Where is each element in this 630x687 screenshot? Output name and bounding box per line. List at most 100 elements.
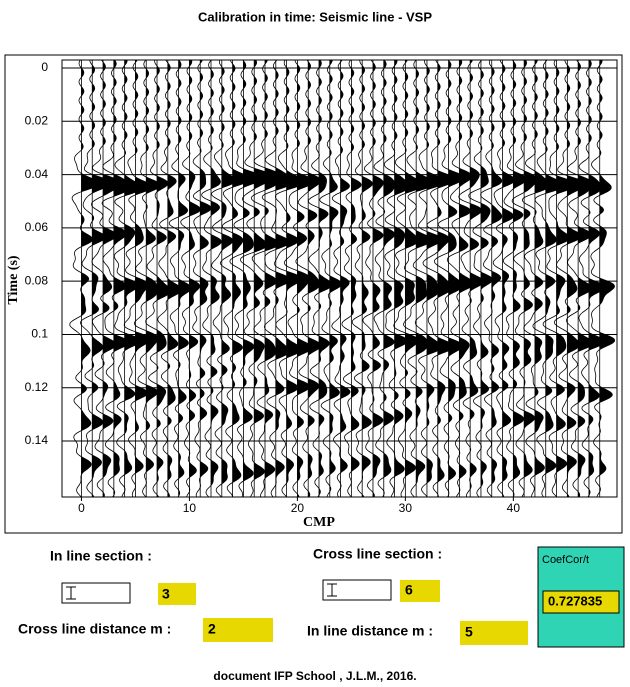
trace-wiggle (80, 59, 112, 498)
cross-line-slider[interactable] (322, 579, 392, 601)
trace-fill (221, 66, 236, 484)
in-line-value: 3 (162, 586, 170, 602)
trace-wiggle (521, 59, 550, 497)
trace-wiggle (180, 59, 201, 498)
y-tick-label: 0.08 (25, 273, 49, 287)
y-tick-label: 0.14 (25, 433, 49, 447)
in-line-section-label: In line section : (50, 548, 152, 564)
trace-wiggle (492, 59, 516, 498)
trace-fill (437, 60, 456, 497)
in-line-distance-label: In line distance m : (307, 623, 433, 639)
x-tick-label: 0 (78, 501, 85, 515)
slider-thumb (327, 583, 337, 597)
trace-wiggle (373, 59, 396, 498)
trace-fill (297, 64, 315, 497)
trace-wiggle (240, 59, 275, 498)
trace-wiggle (295, 59, 322, 498)
trace-fill (286, 67, 305, 497)
trace-fill (448, 60, 465, 496)
trace-wiggle (69, 59, 100, 498)
trace-wiggle (542, 59, 578, 498)
trace-wiggle (433, 59, 465, 498)
trace-wiggle (113, 59, 142, 498)
y-tick-label: 0 (41, 60, 48, 74)
trace-wiggle (123, 59, 153, 498)
y-tick-label: 0.04 (25, 167, 49, 181)
y-tick-label: 0.06 (25, 220, 49, 234)
trace-wiggle (229, 59, 264, 498)
trace-wiggle (201, 59, 222, 498)
trace-wiggle (211, 59, 236, 498)
trace-wiggle (90, 59, 121, 498)
in-line-slider[interactable] (61, 582, 131, 604)
plot-border (61, 59, 618, 498)
trace-wiggle (578, 59, 606, 498)
cross-line-distance-value: 2 (208, 621, 216, 637)
footer: document IFP School , J.L.M., 2016. (213, 669, 416, 683)
trace-fill (513, 61, 527, 497)
trace-fill (308, 60, 321, 497)
trace-wiggle (446, 59, 475, 498)
trace-wiggle (134, 59, 161, 498)
trace-wiggle (157, 59, 183, 498)
x-axis-label: CMP (303, 515, 335, 530)
trace-wiggle (532, 59, 566, 498)
cross-line-value-box (400, 580, 440, 602)
window-title: Calibration in time: Seismic line - VSP (198, 9, 432, 24)
x-tick-label: 20 (291, 501, 305, 515)
trace-wiggle (362, 59, 384, 498)
trace-fill (372, 60, 384, 497)
in-line-distance-value: 5 (465, 624, 473, 640)
coef-value-box (542, 590, 620, 614)
trace-wiggle (351, 60, 373, 498)
trace-wiggle (168, 59, 192, 498)
trace-fill (459, 60, 474, 492)
trace-wiggle (341, 59, 362, 498)
trace-fill (232, 63, 251, 483)
trace-wiggle (145, 59, 172, 498)
trace-fill (211, 60, 222, 497)
trace-fill (416, 69, 435, 484)
cross-line-distance-label: Cross line distance m : (18, 621, 171, 637)
trace-wiggle (331, 59, 351, 498)
trace-fill (351, 68, 362, 497)
trace-wiggle (412, 59, 447, 498)
x-tick-label: 10 (183, 501, 197, 515)
trace-fill (567, 60, 586, 497)
slider-thumb (66, 586, 76, 600)
trace-wiggle (101, 59, 130, 498)
trace-wiggle (511, 59, 537, 498)
trace-fill (157, 65, 171, 497)
coef-value: 0.727835 (548, 593, 602, 608)
trace-wiggle (480, 59, 503, 498)
cross-line-distance-input[interactable] (203, 618, 273, 642)
trace-wiggle (192, 59, 212, 498)
trace-fill (502, 60, 515, 497)
in-line-distance-input[interactable] (460, 621, 528, 645)
trace-fill (491, 67, 502, 497)
trace-wiggle (319, 60, 343, 498)
coef-label: CoefCor/t (542, 554, 589, 566)
trace-wiggle (566, 59, 594, 498)
trace-wiggle (307, 59, 333, 498)
plot-frame (4, 54, 623, 534)
trace-wiggle (553, 59, 587, 498)
trace-fill (178, 60, 192, 497)
y-tick-label: 0.02 (25, 113, 49, 127)
trace-fill (146, 60, 161, 497)
plot-area: 0 0.02 0.04 0.06 0.08 0.1 0.12 0.14 0 10 20 30 40 (25, 59, 618, 515)
y-axis-label: Time (s) (6, 255, 21, 304)
trace-fill (318, 60, 333, 496)
y-tick-label: 0.1 (31, 327, 48, 341)
trace-wiggle (590, 60, 615, 498)
trace-fill (578, 62, 593, 497)
x-tick-label: 30 (399, 501, 413, 515)
trace-fill (92, 60, 112, 497)
trace-fill (556, 67, 577, 497)
x-tick-label: 40 (507, 501, 521, 515)
cross-line-value: 6 (405, 582, 413, 598)
trace-fill (534, 60, 550, 497)
trace-wiggle (502, 59, 528, 498)
trace-wiggle (422, 59, 456, 497)
